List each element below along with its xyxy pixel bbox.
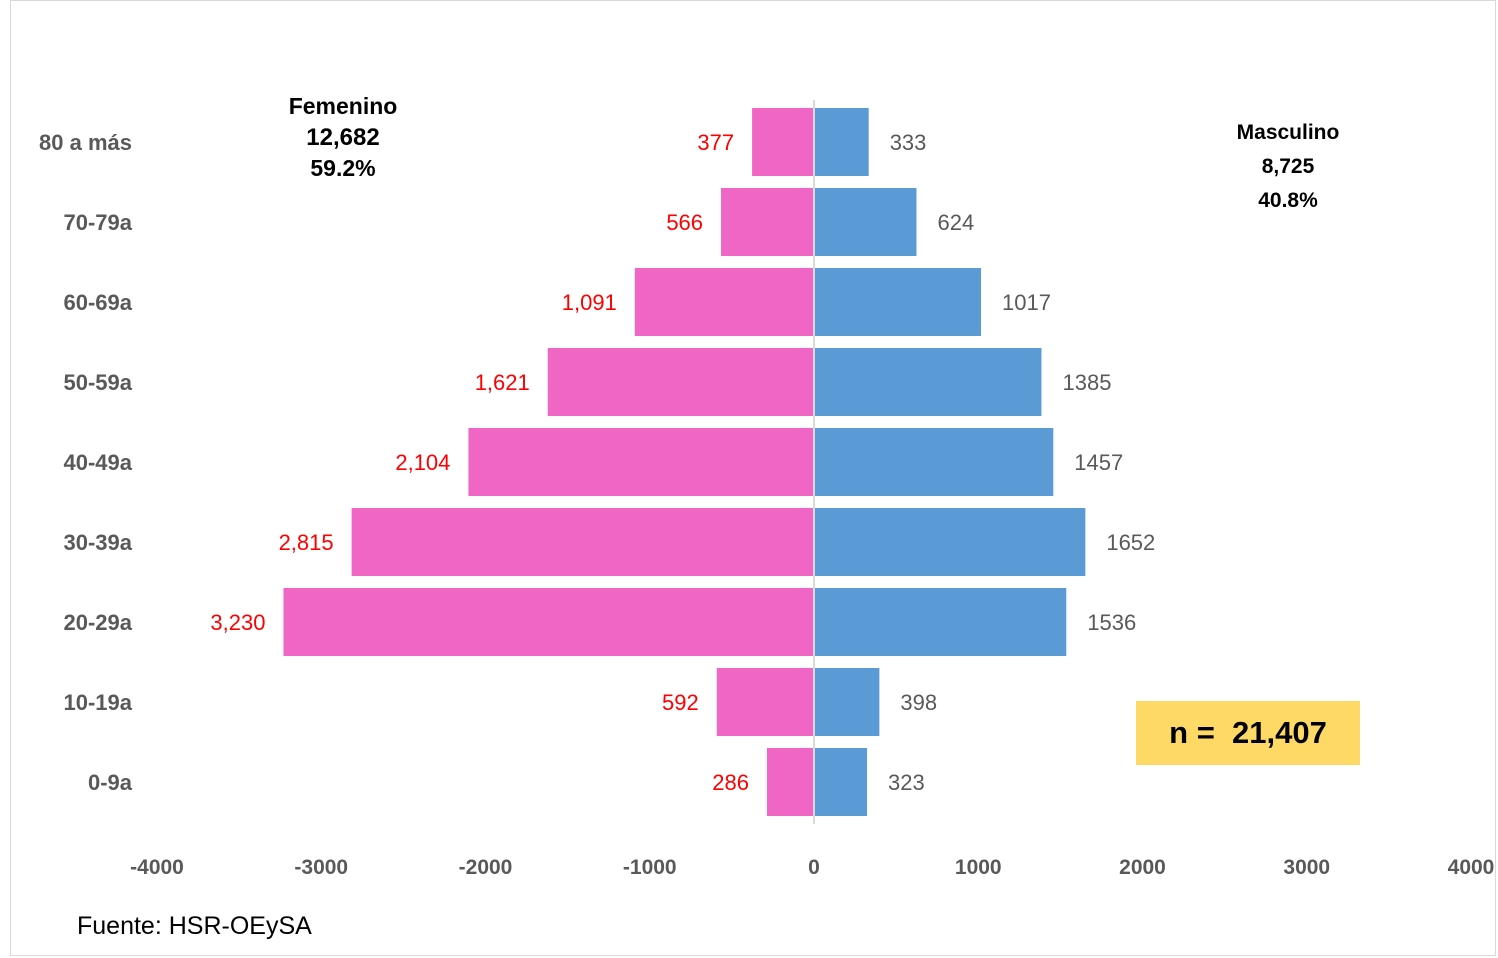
data-label-masculino: 333 <box>890 130 927 155</box>
category-label: 70-79a <box>63 210 132 235</box>
bar-femenino <box>752 108 814 176</box>
category-label: 60-69a <box>63 290 132 315</box>
category-label: 20-29a <box>63 610 132 635</box>
data-label-masculino: 1017 <box>1002 290 1051 315</box>
x-tick-label: 0 <box>808 856 820 879</box>
category-label: 40-49a <box>63 450 132 475</box>
x-tick-label: 2000 <box>1119 856 1166 879</box>
x-tick-label: -3000 <box>294 856 348 879</box>
total-count-badge: n = 21,407 <box>1136 701 1360 765</box>
bar-femenino <box>468 428 814 496</box>
masculino-percent: 40.8% <box>1258 189 1318 212</box>
data-label-femenino: 3,230 <box>210 610 265 635</box>
data-label-femenino: 592 <box>662 690 699 715</box>
x-tick-label: 4000 <box>1448 856 1495 879</box>
category-label: 10-19a <box>63 690 132 715</box>
category-label: 50-59a <box>63 370 132 395</box>
bar-femenino <box>716 668 814 736</box>
category-label: 0-9a <box>88 770 133 795</box>
data-label-masculino: 398 <box>900 690 937 715</box>
bar-femenino <box>351 508 814 576</box>
femenino-count: 12,682 <box>306 124 380 151</box>
x-tick-label: 3000 <box>1283 856 1330 879</box>
data-label-masculino: 1652 <box>1106 530 1155 555</box>
x-tick-label: -2000 <box>459 856 513 879</box>
masculino-count: 8,725 <box>1261 155 1315 178</box>
data-label-masculino: 323 <box>888 770 925 795</box>
bar-femenino <box>283 588 814 656</box>
bar-femenino <box>547 348 814 416</box>
data-label-femenino: 286 <box>712 770 749 795</box>
bar-masculino <box>814 588 1067 656</box>
data-label-femenino: 1,091 <box>562 290 617 315</box>
data-label-masculino: 1536 <box>1087 610 1136 635</box>
bar-masculino <box>814 748 868 816</box>
data-label-femenino: 2,104 <box>395 450 450 475</box>
femenino-annotation: Femenino 12,682 59.2% <box>243 91 443 184</box>
x-tick-label: -4000 <box>130 856 184 879</box>
masculino-annotation: Masculino 8,725 40.8% <box>1188 116 1388 218</box>
data-label-femenino: 377 <box>697 130 734 155</box>
bar-femenino <box>634 268 814 336</box>
bar-masculino <box>814 668 880 736</box>
bar-masculino <box>814 188 917 256</box>
x-tick-label: 1000 <box>955 856 1002 879</box>
bar-masculino <box>814 428 1054 496</box>
data-label-femenino: 566 <box>666 210 703 235</box>
bar-masculino <box>814 268 982 336</box>
bar-masculino <box>814 508 1086 576</box>
bar-masculino <box>814 348 1042 416</box>
data-label-masculino: 624 <box>937 210 974 235</box>
data-label-femenino: 1,621 <box>475 370 530 395</box>
bar-masculino <box>814 108 869 176</box>
data-label-femenino: 2,815 <box>279 530 334 555</box>
data-label-masculino: 1385 <box>1062 370 1111 395</box>
femenino-title: Femenino <box>288 93 398 119</box>
source-note: Fuente: HSR-OEySA <box>77 912 312 940</box>
chart-frame <box>10 0 1496 956</box>
masculino-title: Masculino <box>1236 121 1340 144</box>
x-tick-label: -1000 <box>623 856 677 879</box>
bar-femenino <box>721 188 814 256</box>
femenino-percent: 59.2% <box>310 155 376 181</box>
data-label-masculino: 1457 <box>1074 450 1123 475</box>
bar-femenino <box>767 748 814 816</box>
category-label: 80 a más <box>39 130 132 155</box>
category-label: 30-39a <box>63 530 132 555</box>
